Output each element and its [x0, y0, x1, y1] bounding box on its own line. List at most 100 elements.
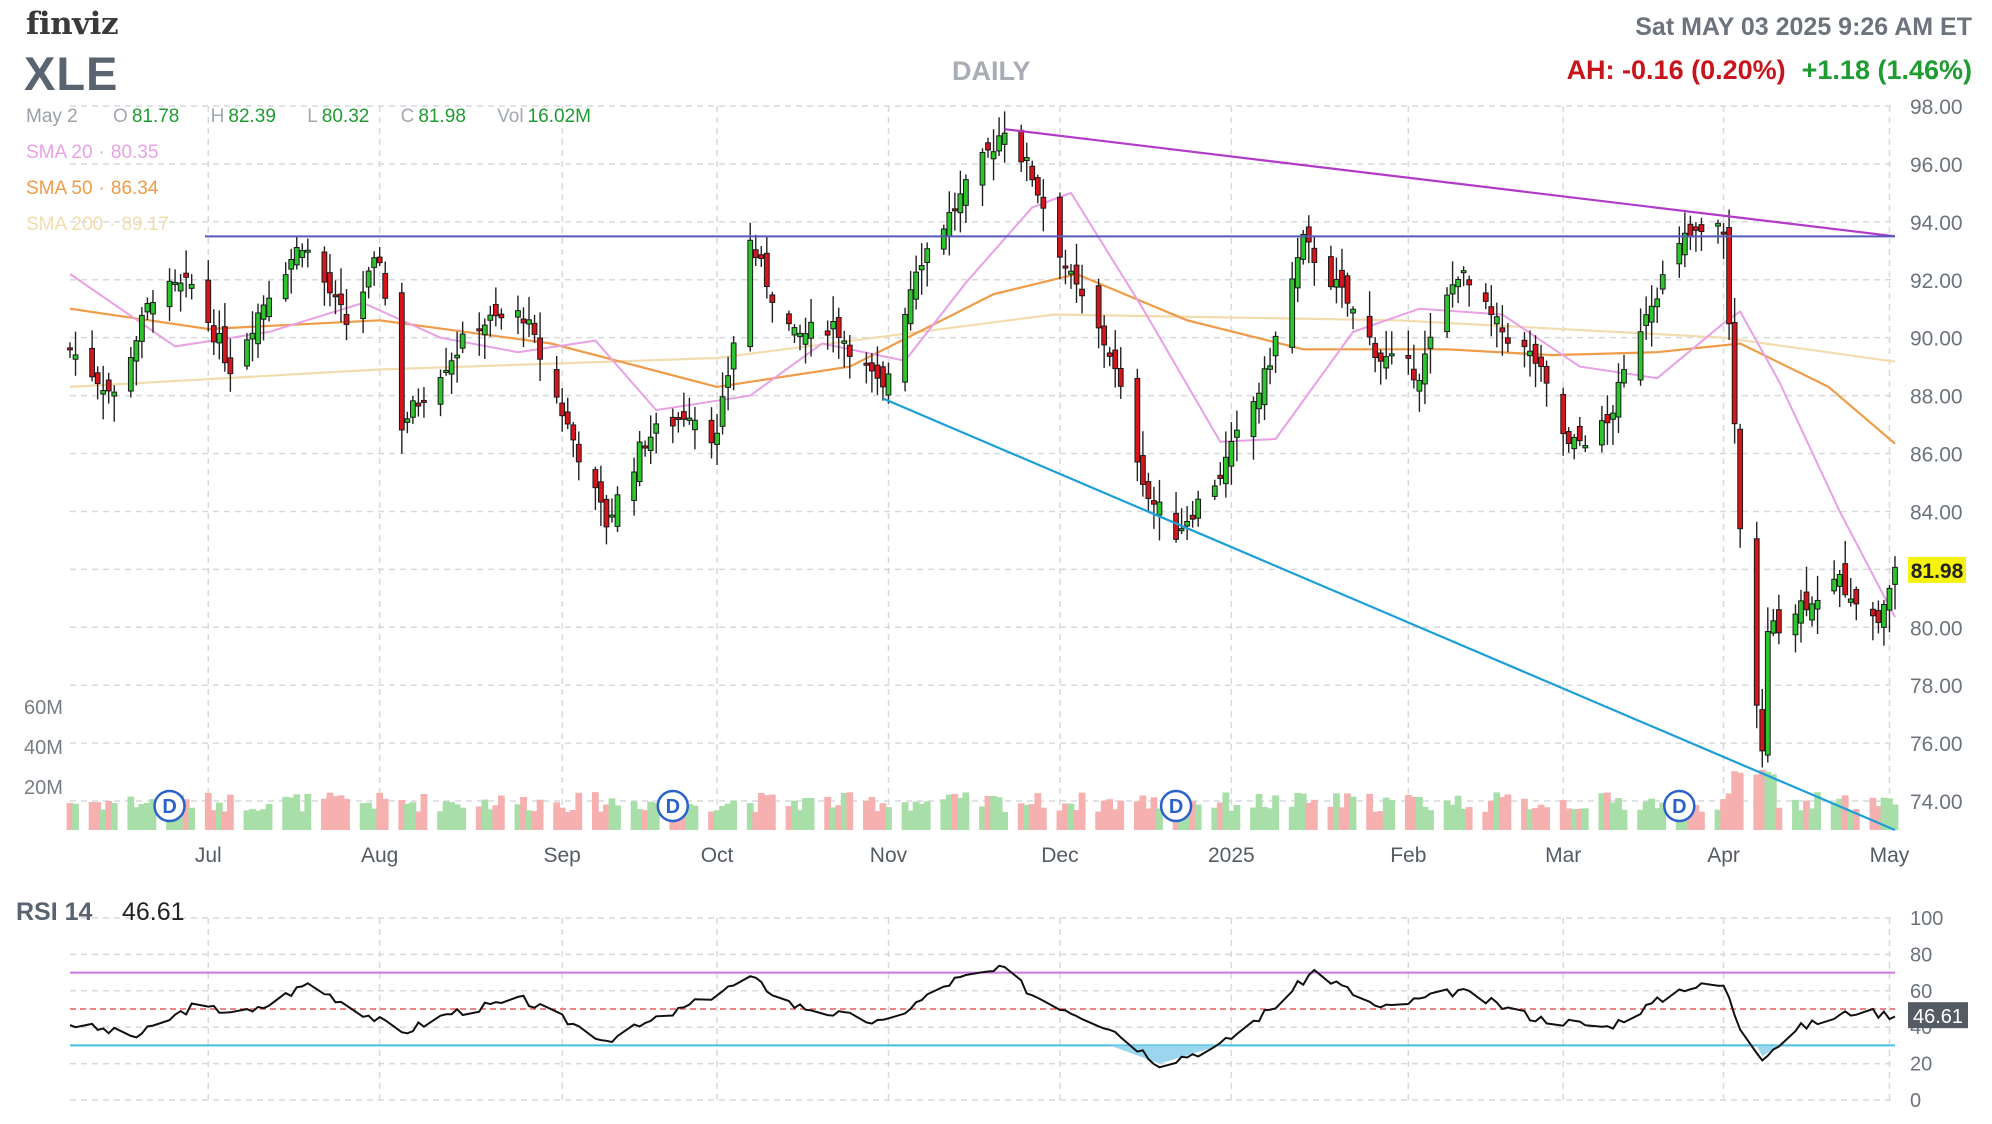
candle-body [244, 339, 250, 367]
volume-bar [1017, 803, 1025, 830]
volume-bar [1803, 800, 1810, 830]
chart-grid [70, 105, 1895, 1101]
candle-body [365, 270, 372, 288]
candle-body [1034, 177, 1041, 196]
volume-bar [575, 792, 583, 830]
price-tick-label: 86.00 [1910, 444, 1963, 467]
volume-bar [403, 803, 411, 830]
volume-bar [1427, 810, 1434, 830]
sma200-dot: · [109, 214, 116, 235]
candle-body [150, 302, 156, 315]
dividend-marker [153, 789, 186, 823]
volume-bar [1808, 808, 1816, 830]
volume-bar [752, 811, 760, 830]
candle-body [216, 333, 223, 344]
volume-bar [226, 794, 234, 830]
candle-body [332, 294, 339, 298]
volume-bar [647, 801, 655, 830]
candle-body [1676, 243, 1683, 265]
volume-bar [221, 811, 229, 830]
volume-bar [1056, 810, 1064, 830]
volume-bar [1344, 793, 1351, 830]
time-tick-label: Jul [195, 844, 222, 867]
volume-bar [984, 796, 992, 830]
price-tick-label: 76.00 [1910, 733, 1963, 756]
candle-body [210, 325, 217, 343]
candle-body [758, 254, 765, 259]
price-tick-label: 98.00 [1910, 96, 1963, 119]
candle-body [1228, 440, 1235, 467]
volume-bar [448, 802, 455, 830]
volume-bar [88, 802, 96, 830]
volume-bar [304, 793, 312, 830]
candle-body [255, 312, 261, 345]
dividend-marker [1159, 789, 1193, 823]
candle-body [1311, 247, 1318, 263]
candle-body [730, 342, 737, 370]
volume-bar [1792, 799, 1799, 830]
candle-body [725, 375, 731, 388]
candle-body [1117, 367, 1124, 387]
volume-bar [1615, 798, 1622, 830]
candle-body [520, 318, 527, 324]
volume-bar [1001, 811, 1009, 830]
price-axis: 98.00 96.00 94.00 92.00 90.00 88.00 86.00 84.00… [1910, 96, 1963, 814]
sma50-value: 86.34 [110, 178, 159, 199]
candle-body [1715, 222, 1721, 227]
candle-body [642, 445, 649, 449]
volume-bar [1841, 795, 1849, 830]
volume-bar [1830, 802, 1838, 830]
candle-body [1869, 608, 1876, 617]
price-tick-label: 96.00 [1910, 154, 1963, 177]
volume-bar [1598, 793, 1606, 830]
candle-body [570, 424, 577, 441]
candle-body [327, 272, 333, 294]
price-tick-label: 94.00 [1910, 212, 1963, 235]
volume-bar [686, 804, 693, 830]
candle-body [1350, 308, 1356, 314]
candle-body [260, 304, 267, 320]
sma200-label: SMA 200 [26, 214, 104, 235]
volume-bar [1521, 798, 1528, 830]
candle-body [1803, 591, 1810, 611]
volume-bar [1255, 793, 1263, 830]
volume-bar [1648, 798, 1656, 830]
volume-bar [1487, 800, 1495, 830]
candle-body [1139, 455, 1146, 485]
candle-body [177, 282, 184, 292]
last-price-tag [1908, 556, 1966, 583]
candle-body [686, 417, 693, 421]
upper-trendline [1004, 128, 1896, 238]
time-tick-label: Mar [1545, 844, 1581, 867]
volume-bar [420, 793, 428, 830]
candle-body [360, 291, 366, 320]
candle-body [487, 314, 494, 321]
volume-bar [614, 805, 621, 830]
rsi-tick-label: 60 [1910, 981, 1932, 1003]
candle-body [1372, 342, 1379, 359]
after-hours-change: AH: -0.16 (0.20%) [1566, 55, 1786, 85]
rsi-tick-label: 0 [1910, 1090, 1921, 1112]
volume-bar [829, 807, 837, 830]
volume-axis: 60M 40M 20M [24, 697, 63, 799]
volume-bar [72, 803, 79, 830]
candle-body [515, 310, 521, 318]
time-tick-label: Dec [1041, 844, 1078, 867]
candle-body [830, 321, 837, 330]
volume-bar [215, 802, 223, 830]
candle-body [94, 372, 101, 385]
lower-trendline [882, 397, 1896, 832]
candle-body [288, 259, 295, 270]
volume-bar [1028, 804, 1036, 830]
candle-body [443, 369, 449, 373]
volume-bar [1388, 800, 1396, 830]
volume-bar [1039, 807, 1047, 830]
volume-bar [846, 792, 854, 830]
candle-body [1615, 381, 1622, 418]
volume-bar [1078, 792, 1086, 830]
brand-logo[interactable]: finviz [26, 6, 119, 42]
candle-body [376, 256, 383, 264]
candle-body [1499, 327, 1506, 333]
candle-body [1217, 474, 1224, 479]
